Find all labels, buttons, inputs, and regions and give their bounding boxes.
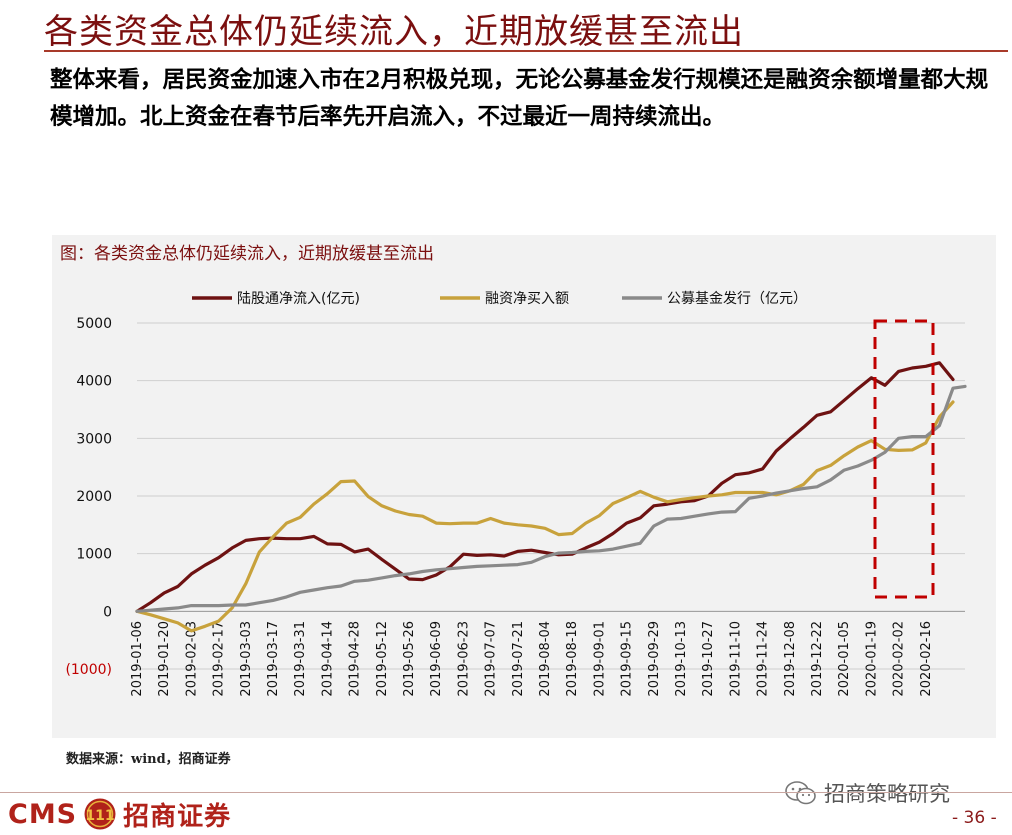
x-tick-label: 2019-01-20 [157, 621, 172, 697]
logo-emblem-text: 111 [86, 808, 115, 824]
y-tick-label: 0 [103, 604, 112, 620]
legend-label: 陆股通净流入(亿元) [237, 291, 360, 307]
logo-latin: CMS [8, 798, 78, 830]
footer-divider [0, 792, 1012, 793]
y-tick-label: 5000 [76, 316, 112, 332]
x-tick-label: 2019-09-15 [620, 621, 635, 697]
wechat-icon [785, 781, 816, 805]
x-tick-label: 2019-12-22 [810, 621, 825, 697]
y-tick-label: 2000 [76, 489, 112, 505]
series-line-1 [135, 361, 955, 613]
x-tick-label: 2020-02-16 [919, 621, 934, 697]
highlight-box [873, 319, 935, 599]
title-divider [44, 50, 1008, 52]
logo-emblem-icon: 111 [84, 798, 116, 830]
legend-label: 公募基金发行（亿元） [667, 290, 807, 307]
x-tick-label: 2019-03-31 [293, 621, 308, 697]
x-tick-label: 2019-04-28 [348, 621, 363, 697]
x-tick-label: 2019-04-14 [320, 621, 335, 697]
x-tick-label: 2019-09-01 [592, 621, 607, 697]
x-tick-label: 2019-07-07 [484, 621, 499, 697]
x-tick-label: 2019-11-10 [728, 621, 743, 697]
x-tick-label: 2019-03-17 [266, 621, 281, 697]
x-tick-label: 2019-02-03 [184, 621, 199, 697]
x-tick-label: 2019-11-24 [756, 621, 771, 697]
x-tick-label: 2019-10-13 [674, 621, 689, 697]
line-chart: 图：各类资金总体仍延续流入，近期放缓甚至流出 (1000) 0 1000 2000 300… [60, 244, 967, 697]
x-tick-label: 2019-01-06 [130, 621, 145, 697]
y-tick-label: 4000 [76, 374, 112, 390]
x-tick-label: 2019-09-29 [647, 621, 662, 697]
chart-title: 图：各类资金总体仍延续流入，近期放缓甚至流出 [60, 244, 434, 264]
x-tick-label: 2019-10-27 [701, 621, 716, 697]
x-tick-label: 2019-12-08 [783, 621, 798, 697]
x-tick-label: 2020-02-02 [892, 621, 907, 697]
x-tick-label: 2019-07-21 [511, 621, 526, 697]
slide-title: 各类资金总体仍延续流入，近期放缓甚至流出 [44, 12, 744, 52]
x-tick-label: 2019-06-23 [456, 621, 471, 697]
x-tick-label: 2019-05-26 [402, 621, 417, 697]
x-tick-label: 2019-03-03 [239, 621, 254, 697]
data-source: 数据来源：wind，招商证券 [66, 752, 231, 767]
x-tick-label: 2019-08-04 [538, 621, 553, 697]
series-line-2 [135, 400, 955, 633]
x-tick-label: 2019-06-09 [429, 621, 444, 697]
intro-paragraph: 整体来看，居民资金加速入市在2月积极兑现，无论公募基金发行规模还是融资余额增量都… [50, 67, 989, 130]
legend-label: 融资净买入额 [485, 291, 569, 307]
x-tick-label: 2019-05-12 [375, 621, 390, 697]
chart-panel [52, 235, 996, 738]
x-tick-label: 2019-08-18 [565, 621, 580, 697]
logo-chinese: 招商证券 [123, 801, 232, 832]
x-tick-label: 2020-01-05 [837, 621, 852, 697]
wechat-name: 招商策略研究 [824, 782, 950, 806]
series-line-3 [135, 384, 967, 613]
y-tick-label: 1000 [76, 547, 112, 563]
wechat-account: 招商策略研究 [784, 778, 950, 808]
x-tick-label: 2020-01-19 [864, 621, 879, 697]
page-number: - 36 - [952, 808, 997, 828]
x-tick-label: 2019-02-17 [212, 621, 227, 697]
y-tick-label: 3000 [76, 431, 112, 447]
y-tick-label: (1000) [65, 662, 112, 678]
company-logo: CMS 111 招商证券 [8, 796, 231, 832]
